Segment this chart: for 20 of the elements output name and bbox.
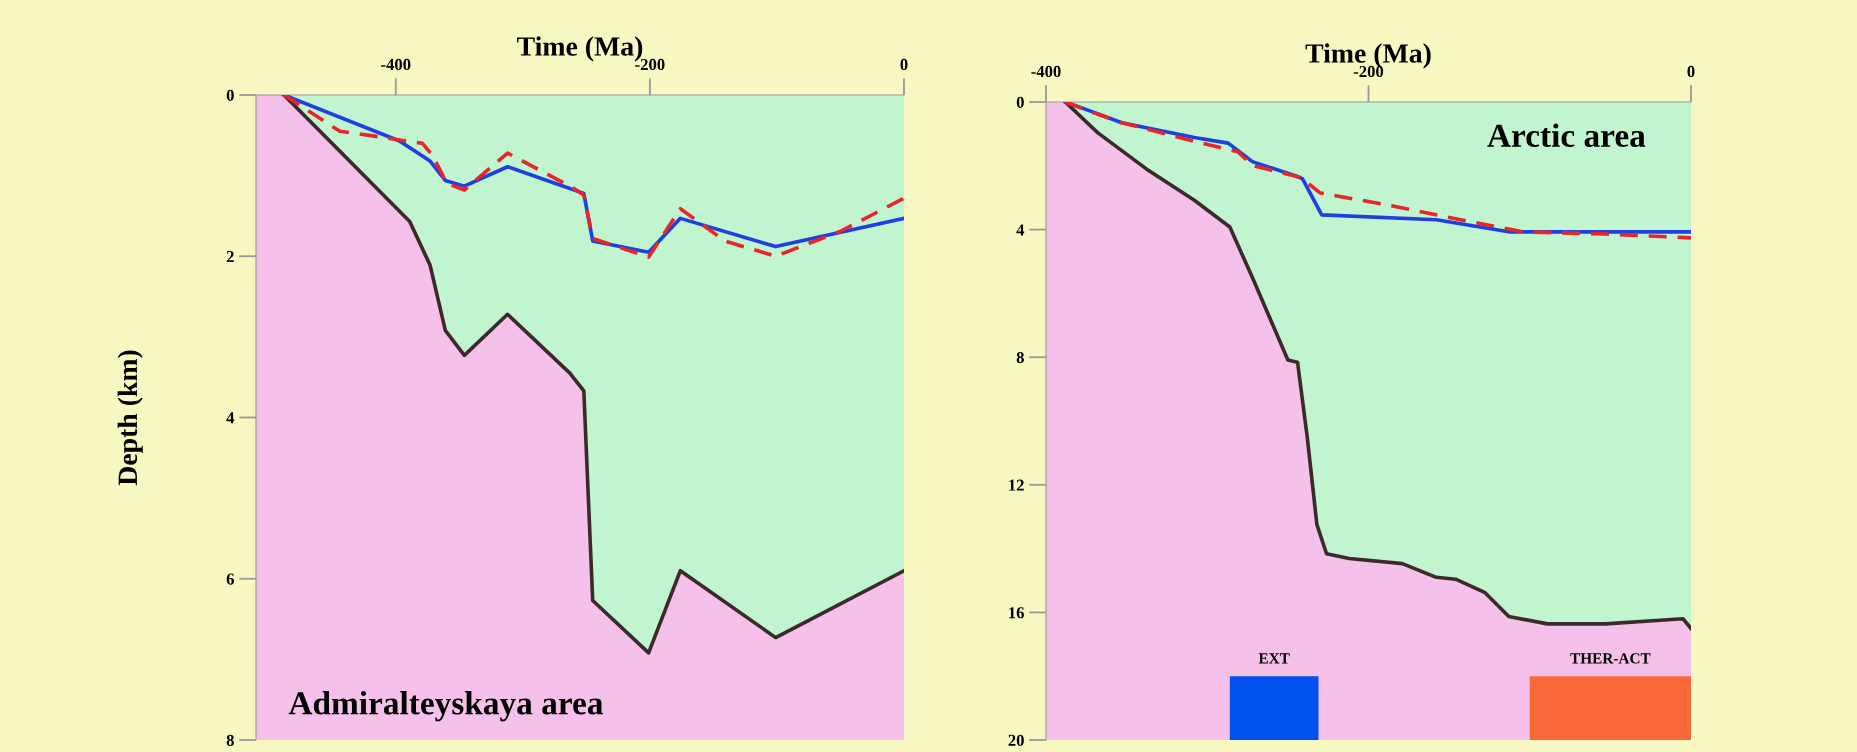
y-tick-label: 0: [1016, 96, 1024, 108]
y-tick-label: 4: [1016, 224, 1025, 236]
y-axis-title: Depth (km): [117, 350, 143, 486]
annotation: Admiralteyskaya area: [288, 691, 603, 722]
y-tick-label: 2: [226, 251, 234, 263]
y-tick-label: 0: [226, 89, 234, 101]
y-tick-label: 6: [226, 573, 234, 585]
y-tick-label: 12: [1009, 479, 1024, 491]
band-label: THER-ACT: [1570, 653, 1651, 664]
y-tick-label: 8: [1016, 351, 1024, 364]
y-tick-label: 4: [226, 412, 235, 424]
y-tick-label: 20: [1008, 734, 1024, 746]
y-tick-label: 8: [226, 734, 234, 746]
y-tick-label: 16: [1009, 607, 1024, 619]
annotation: Arctic area: [1487, 123, 1646, 147]
x-tick-label: -400: [381, 58, 411, 71]
x-tick-label: 0: [1687, 65, 1695, 78]
band-label: EXT: [1258, 653, 1290, 664]
x-tick-label: 0: [900, 58, 908, 71]
x-tick-label: -400: [1031, 65, 1061, 78]
